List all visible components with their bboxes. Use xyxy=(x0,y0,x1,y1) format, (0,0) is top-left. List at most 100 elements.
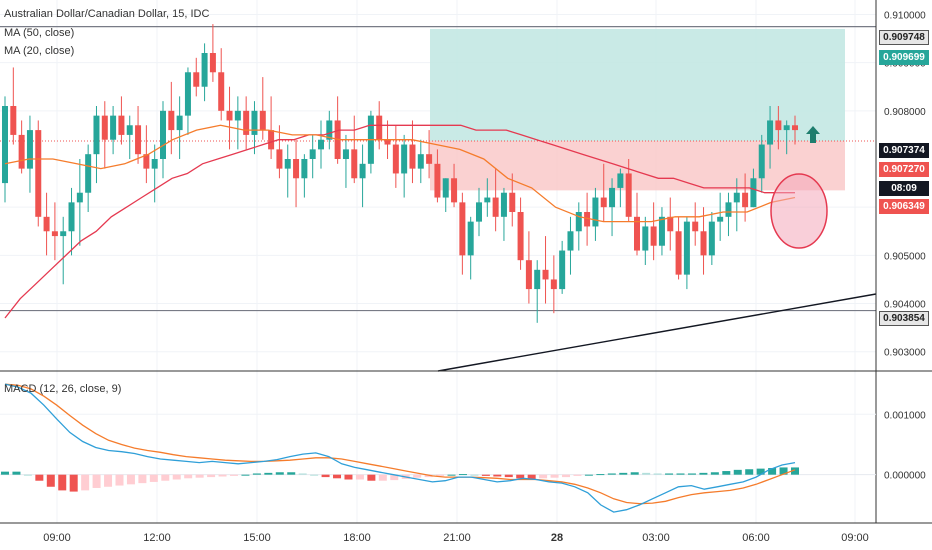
time-tick-label: 28 xyxy=(551,532,563,544)
candle-down xyxy=(600,197,607,208)
candle-up xyxy=(151,159,158,169)
macd-histogram-bar xyxy=(676,473,685,475)
candle-down xyxy=(667,216,674,232)
macd-histogram-bar xyxy=(539,474,548,479)
trend-line xyxy=(437,293,877,372)
macd-histogram-bar xyxy=(115,474,124,486)
candle-down xyxy=(451,178,458,203)
candle-up xyxy=(318,139,324,150)
macd-histogram-bar xyxy=(516,474,525,479)
macd-histogram-bar xyxy=(310,474,319,476)
macd-histogram-bar xyxy=(596,474,605,476)
macd-line xyxy=(4,383,796,513)
macd-histogram-bar xyxy=(46,474,55,487)
candle-up xyxy=(592,197,599,227)
time-tick-label: 06:00 xyxy=(742,532,770,544)
candle-down xyxy=(293,159,300,179)
candle-down xyxy=(226,110,233,121)
macd-histogram-bar xyxy=(458,474,467,476)
macd-histogram-bar xyxy=(699,472,708,475)
current-price-badge: 0.907374 xyxy=(879,143,929,158)
macd-histogram-bar xyxy=(264,472,273,475)
macd-histogram-bar xyxy=(23,474,32,476)
macd-histogram-bar xyxy=(630,472,639,475)
candle-down xyxy=(209,53,216,73)
highlight-ellipse xyxy=(770,173,828,249)
candle-down xyxy=(51,231,58,237)
macd-histogram-bar xyxy=(733,469,742,475)
candle-up xyxy=(567,231,574,251)
candle-down xyxy=(775,120,782,131)
candle-up xyxy=(2,106,8,184)
candle-up xyxy=(484,197,491,203)
candle-down xyxy=(351,149,358,179)
candle-down xyxy=(218,72,225,111)
macd-histogram-bar xyxy=(149,474,158,482)
candle-up xyxy=(642,226,649,251)
candle-down xyxy=(392,144,399,174)
candle-down xyxy=(509,192,516,212)
candle-down xyxy=(700,231,707,256)
macd-histogram-bar xyxy=(710,472,719,475)
time-tick-label: 12:00 xyxy=(143,532,171,544)
macd-histogram-bar xyxy=(584,474,593,476)
candle-down xyxy=(426,154,433,164)
macd-histogram-bar xyxy=(550,474,559,478)
candle-down xyxy=(692,221,699,232)
candle-down xyxy=(135,125,142,155)
macd-histogram-bar xyxy=(333,474,342,479)
target-badge: 0.909699 xyxy=(879,50,929,65)
candle-down xyxy=(409,144,416,169)
macd-histogram-bar xyxy=(653,473,662,475)
candle-up xyxy=(708,221,715,256)
candle-up xyxy=(733,192,740,203)
candle-down xyxy=(18,134,25,169)
macd-histogram-bar xyxy=(321,474,330,478)
candle-down xyxy=(459,202,466,256)
macd-histogram-bar xyxy=(184,474,193,479)
macd-histogram-bar xyxy=(687,473,696,475)
candle-up xyxy=(534,269,541,290)
macd-histogram-bar xyxy=(607,473,616,475)
time-tick-label: 15:00 xyxy=(243,532,271,544)
macd-histogram-bar xyxy=(355,474,364,480)
candle-up xyxy=(234,110,241,121)
price-tick-label: 0.904000 xyxy=(884,300,926,311)
candle-up xyxy=(309,149,316,159)
candle-down xyxy=(434,163,441,198)
candle-up xyxy=(60,231,67,237)
macd-histogram-bar xyxy=(481,474,490,476)
price-tick-label: 0.910000 xyxy=(884,10,926,21)
macd-histogram-bar xyxy=(195,474,204,478)
macd-histogram-bar xyxy=(161,474,170,481)
macd-histogram-bar xyxy=(791,467,799,475)
stop-badge: 0.906349 xyxy=(879,199,929,214)
candle-down xyxy=(35,130,42,217)
candle-down xyxy=(101,115,108,140)
ma50-line xyxy=(4,124,795,319)
time-tick-label: 21:00 xyxy=(443,532,471,544)
macd-histogram-bar xyxy=(756,468,765,475)
macd-histogram-bar xyxy=(493,474,502,477)
macd-histogram-bar xyxy=(562,474,571,478)
macd-tick-label: 0.000000 xyxy=(884,471,926,482)
profit-zone xyxy=(430,28,845,141)
ma50-legend[interactable]: MA (50, close) xyxy=(4,27,75,39)
candle-up xyxy=(76,192,83,203)
candle-up xyxy=(500,192,507,217)
candle-down xyxy=(634,216,640,251)
countdown-badge: 08:09 xyxy=(879,181,929,196)
candle-up xyxy=(342,149,349,159)
macd-legend[interactable]: MACD (12, 26, close, 9) xyxy=(4,383,122,395)
ma20-legend[interactable]: MA (20, close) xyxy=(4,45,75,57)
time-tick-label: 18:00 xyxy=(343,532,371,544)
macd-histogram-bar xyxy=(436,474,445,476)
macd-histogram-bar xyxy=(252,473,261,475)
candle-up xyxy=(326,120,333,140)
candle-down xyxy=(542,269,549,280)
macd-histogram-bar xyxy=(218,474,227,477)
ma20-line xyxy=(4,124,796,223)
price-tick-label: 0.903000 xyxy=(884,348,926,359)
lower-level-badge: 0.903854 xyxy=(879,311,929,326)
